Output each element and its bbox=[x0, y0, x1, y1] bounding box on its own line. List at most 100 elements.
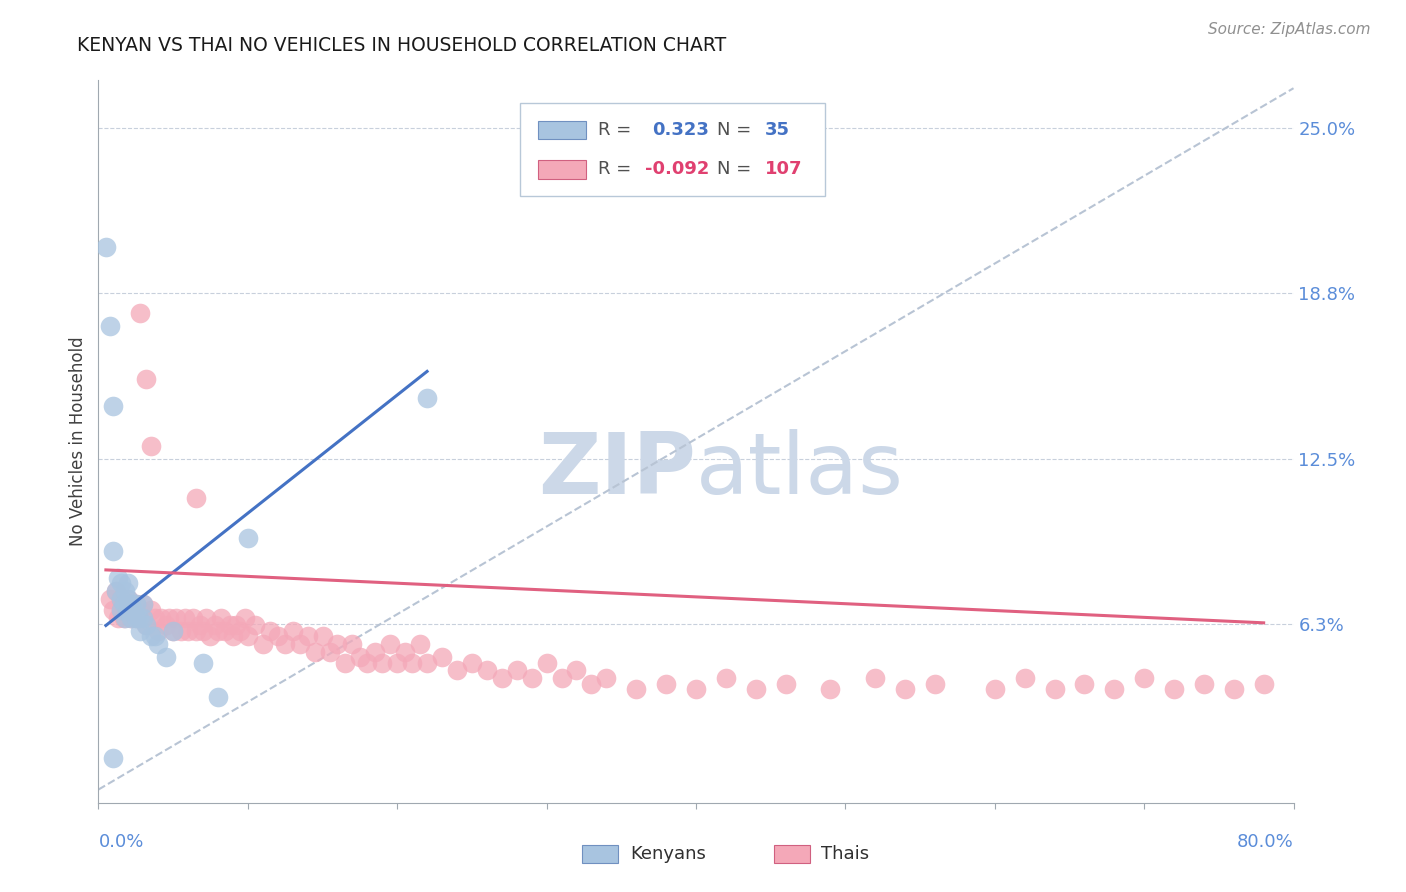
Point bbox=[207, 624, 229, 638]
Point bbox=[1104, 681, 1126, 696]
Text: 80.0%: 80.0% bbox=[1237, 833, 1294, 851]
Point bbox=[121, 602, 143, 616]
Point bbox=[125, 610, 148, 624]
Point bbox=[181, 610, 204, 624]
Text: Kenyans: Kenyans bbox=[630, 846, 706, 863]
Point bbox=[191, 656, 214, 670]
Point bbox=[595, 672, 617, 686]
Point bbox=[288, 637, 311, 651]
Point bbox=[120, 597, 142, 611]
Point bbox=[132, 610, 155, 624]
Point bbox=[371, 656, 394, 670]
Point bbox=[207, 690, 229, 704]
Point bbox=[148, 624, 170, 638]
Text: R =: R = bbox=[598, 121, 631, 139]
Point bbox=[112, 597, 135, 611]
Text: R =: R = bbox=[598, 161, 631, 178]
Point bbox=[148, 637, 170, 651]
Point bbox=[98, 319, 122, 334]
Point bbox=[984, 681, 1007, 696]
Point bbox=[177, 624, 200, 638]
Point bbox=[655, 676, 678, 690]
Point bbox=[408, 637, 430, 651]
Point bbox=[236, 531, 259, 545]
Point bbox=[120, 610, 142, 624]
Point bbox=[209, 610, 232, 624]
Point bbox=[342, 637, 364, 651]
Point bbox=[110, 602, 132, 616]
Point bbox=[110, 592, 132, 607]
Text: 35: 35 bbox=[765, 121, 790, 139]
Point bbox=[128, 610, 150, 624]
Point bbox=[267, 629, 290, 643]
Point bbox=[103, 751, 125, 765]
Point bbox=[461, 656, 484, 670]
Point bbox=[430, 650, 453, 665]
Point bbox=[184, 491, 207, 506]
Point bbox=[103, 544, 125, 558]
Point bbox=[165, 610, 187, 624]
Point bbox=[129, 602, 152, 616]
Point bbox=[132, 597, 155, 611]
Point bbox=[1223, 681, 1246, 696]
Point bbox=[446, 664, 468, 678]
Point bbox=[319, 645, 342, 659]
Point bbox=[117, 592, 139, 607]
Y-axis label: No Vehicles in Household: No Vehicles in Household bbox=[69, 336, 87, 547]
Point bbox=[117, 576, 139, 591]
Point bbox=[135, 618, 157, 632]
Point bbox=[117, 592, 139, 607]
Point bbox=[188, 618, 211, 632]
Point bbox=[259, 624, 281, 638]
Text: ZIP: ZIP bbox=[538, 429, 696, 512]
Point bbox=[219, 618, 242, 632]
FancyBboxPatch shape bbox=[582, 846, 619, 863]
Point bbox=[326, 637, 349, 651]
Point bbox=[114, 610, 136, 624]
Point bbox=[416, 391, 439, 405]
Point bbox=[125, 610, 148, 624]
Point bbox=[1253, 676, 1275, 690]
Point bbox=[129, 306, 152, 320]
Point bbox=[1043, 681, 1066, 696]
Point bbox=[626, 681, 648, 696]
FancyBboxPatch shape bbox=[773, 846, 810, 863]
Point bbox=[214, 624, 236, 638]
Point bbox=[162, 624, 184, 638]
Point bbox=[245, 618, 267, 632]
Point bbox=[520, 672, 543, 686]
Point bbox=[114, 597, 136, 611]
Point bbox=[143, 629, 166, 643]
Point bbox=[225, 618, 247, 632]
Point bbox=[229, 624, 252, 638]
Point bbox=[132, 597, 155, 611]
Point bbox=[117, 602, 139, 616]
Text: Source: ZipAtlas.com: Source: ZipAtlas.com bbox=[1208, 22, 1371, 37]
Point bbox=[162, 624, 184, 638]
Text: -0.092: -0.092 bbox=[644, 161, 709, 178]
Point bbox=[565, 664, 588, 678]
Point bbox=[236, 629, 259, 643]
Point bbox=[894, 681, 917, 696]
Point bbox=[233, 610, 256, 624]
Point bbox=[169, 624, 191, 638]
Point bbox=[107, 571, 129, 585]
Point bbox=[128, 610, 150, 624]
Point bbox=[775, 676, 797, 690]
Point bbox=[105, 584, 128, 599]
FancyBboxPatch shape bbox=[538, 160, 586, 178]
Point bbox=[117, 602, 139, 616]
Text: N =: N = bbox=[717, 121, 752, 139]
Point bbox=[139, 438, 162, 452]
Point bbox=[1163, 681, 1185, 696]
Point bbox=[356, 656, 378, 670]
Text: KENYAN VS THAI NO VEHICLES IN HOUSEHOLD CORRELATION CHART: KENYAN VS THAI NO VEHICLES IN HOUSEHOLD … bbox=[77, 36, 727, 54]
Point bbox=[105, 584, 128, 599]
Point bbox=[349, 650, 371, 665]
Point bbox=[103, 399, 125, 413]
Point bbox=[125, 597, 148, 611]
Text: atlas: atlas bbox=[696, 429, 904, 512]
Point bbox=[184, 624, 207, 638]
Point bbox=[820, 681, 842, 696]
Point bbox=[157, 610, 180, 624]
